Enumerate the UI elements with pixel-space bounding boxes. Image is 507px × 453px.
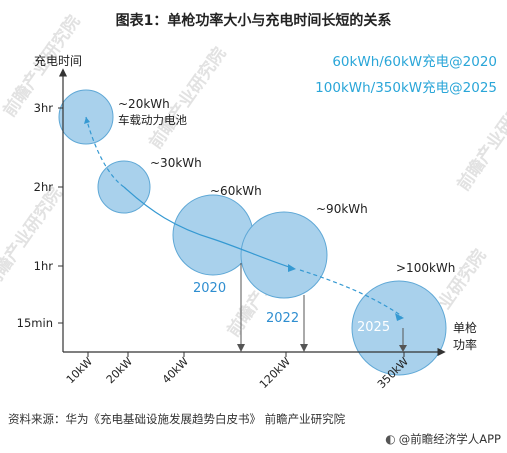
x-tick-label: 10kW <box>64 355 95 386</box>
bubble-label: 车载动力电池 <box>118 113 187 127</box>
bubble-label: >100kWh <box>396 261 455 275</box>
y-tick-label: 3hr <box>34 101 54 115</box>
trend-curve-dashed <box>299 269 403 317</box>
trend-arrow-head <box>395 313 404 321</box>
trend-arrow-head <box>288 264 296 272</box>
legend-line-2025: 100kWh/350kW充电@2025 <box>315 80 497 96</box>
trend-curve <box>123 186 293 269</box>
bubble-label: ~30kWh <box>150 156 202 170</box>
x-tick-label: 20kW <box>104 355 135 386</box>
x-tick-label: 40kW <box>160 355 191 386</box>
y-tick-label: 15min <box>17 316 53 330</box>
watermark-text: 前瞻产业研究院 <box>0 183 66 293</box>
y-axis-title: 充电时间 <box>34 53 82 68</box>
watermark-text: 前瞻产业研究院 <box>453 85 507 195</box>
page-title: 图表1：单枪功率大小与充电时间长短的关系 <box>115 13 392 29</box>
legend-line-2020: 60kWh/60kW充电@2020 <box>332 54 497 70</box>
trend-arrow-head <box>84 117 90 124</box>
source-note: 资料来源：华为《充电基础设施发展趋势白皮书》 前瞻产业研究院 <box>8 412 346 426</box>
y-ticks: 3hr 2hr 1hr 15min <box>17 101 63 330</box>
wechat-icon: ◐ <box>385 432 396 446</box>
y-tick-label: 2hr <box>34 180 54 194</box>
x-tick-label: 120kW <box>257 355 293 391</box>
y-tick-label: 1hr <box>34 259 54 273</box>
bubble-label: ~90kWh <box>316 202 368 216</box>
footer-brand: ◐ @前瞻经济学人APP <box>385 431 501 447</box>
x-axis-title-line1: 单枪 <box>453 320 477 335</box>
year-label-2025: 2025 <box>357 320 390 335</box>
drop-arrow-2022 <box>300 344 308 352</box>
x-axis-title-line2: 功率 <box>453 337 477 352</box>
bubble-label: ~60kWh <box>210 184 262 198</box>
drop-arrow-2020 <box>237 344 245 352</box>
trend-curve <box>85 116 125 188</box>
chart: 前瞻产业研究院 前瞻产业研究院 前瞻产业研究院 前瞻产业研究院 前瞻产业研究院 … <box>0 11 507 391</box>
x-ticks: 10kW 20kW 40kW 120kW 350kW <box>64 352 411 391</box>
bubble-label: ~20kWh <box>118 97 170 111</box>
bubble-90kwh <box>240 211 328 299</box>
year-label-2022: 2022 <box>266 311 299 326</box>
footer-brand-text: @前瞻经济学人APP <box>398 432 501 446</box>
year-label-2020: 2020 <box>193 281 226 296</box>
drop-arrow-2025 <box>399 345 407 352</box>
